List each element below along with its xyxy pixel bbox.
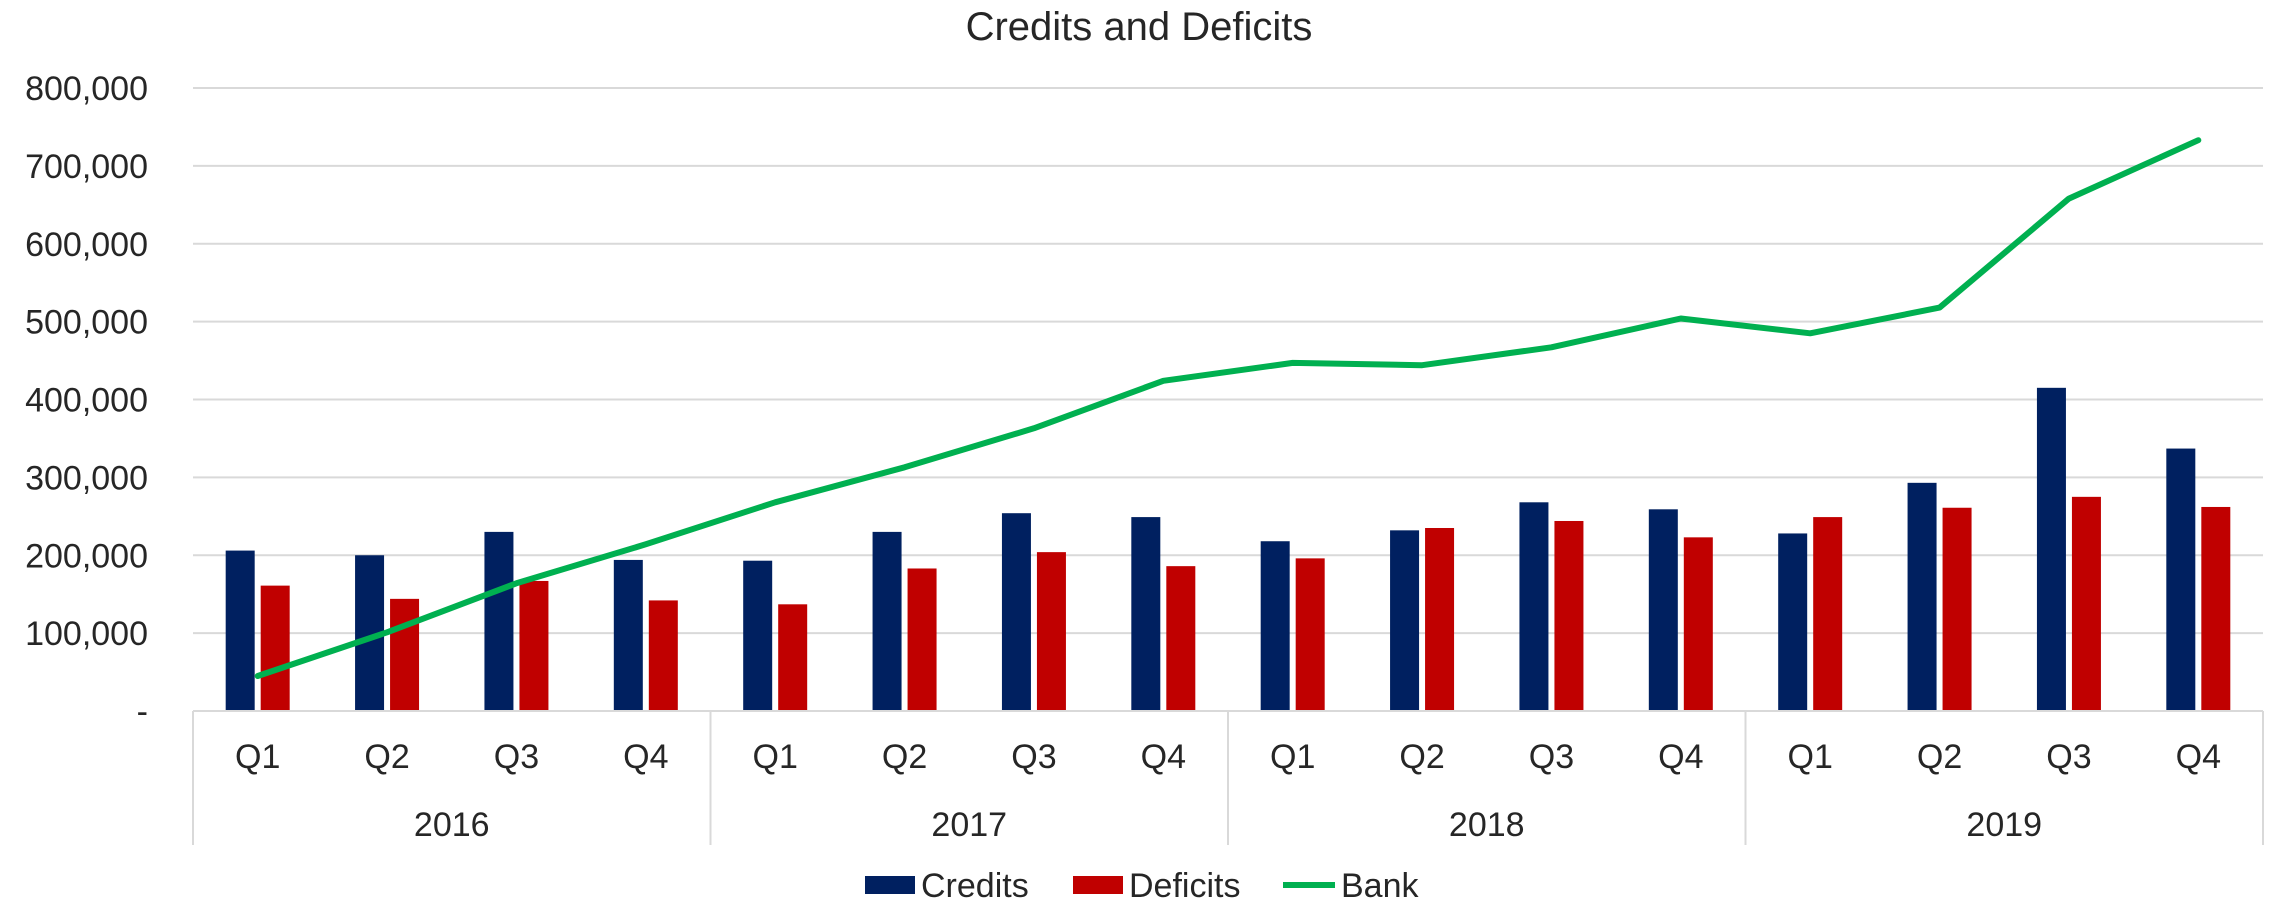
credits-bar: [1131, 517, 1161, 711]
x-tick-label: Q1: [1270, 738, 1315, 776]
deficits-bar: [390, 598, 420, 711]
deficits-bar: [1425, 527, 1455, 711]
y-tick-label: 300,000: [25, 459, 148, 497]
credits-bar: [1778, 533, 1808, 711]
y-tick-label: -: [137, 693, 148, 731]
credits-bar: [743, 560, 773, 711]
x-tick-label: Q1: [753, 738, 798, 776]
y-tick-label: 600,000: [25, 226, 148, 264]
deficits-bar: [1295, 558, 1325, 711]
deficits-bar: [648, 600, 678, 711]
credits-bar: [872, 531, 902, 711]
x-tick-label: Q4: [2176, 738, 2221, 776]
x-tick-label: Q4: [1658, 738, 1703, 776]
deficits-bar: [1554, 520, 1584, 711]
deficits-bar: [1166, 566, 1196, 711]
y-tick-label: 800,000: [25, 70, 148, 108]
legend-label-deficits: Deficits: [1129, 867, 1240, 904]
y-tick-label: 500,000: [25, 304, 148, 342]
x-tick-label: Q1: [235, 738, 280, 776]
y-tick-label: 100,000: [25, 615, 148, 653]
credits-bar: [484, 531, 514, 711]
bars: [225, 387, 2231, 711]
bank-line: [254, 137, 2202, 679]
credits-bar: [1260, 541, 1290, 711]
x-group-label: 2017: [931, 806, 1007, 844]
deficits-bar: [907, 568, 937, 711]
y-tick-label: 400,000: [25, 382, 148, 420]
deficits-bar: [2201, 506, 2231, 711]
y-tick-label: 700,000: [25, 148, 148, 186]
deficits-bar: [260, 585, 290, 711]
deficits-bar: [1813, 517, 1843, 711]
deficits-bar: [2071, 496, 2101, 711]
credits-bar: [1648, 509, 1678, 711]
x-tick-label: Q4: [623, 738, 668, 776]
credits-bar: [2166, 448, 2196, 711]
y-tick-label: 200,000: [25, 537, 148, 575]
x-tick-label: Q2: [1399, 738, 1444, 776]
credits-bar: [1519, 502, 1549, 711]
x-tick-label: Q3: [2046, 738, 2091, 776]
x-group-label: 2016: [414, 806, 490, 844]
legend: Credits Deficits Bank: [865, 867, 1419, 904]
y-axis-tick-labels: - 100,000 200,000 300,000 400,000 500,000 600,…: [25, 70, 148, 731]
credits-bar: [1390, 530, 1420, 711]
x-tick-label: Q3: [494, 738, 539, 776]
chart-title: Credits and Deficits: [966, 5, 1313, 49]
deficits-bar: [778, 604, 808, 711]
legend-swatch-deficits: [1073, 876, 1123, 894]
deficits-bar: [519, 580, 549, 711]
x-tick-label: Q2: [1917, 738, 1962, 776]
x-tick-label: Q4: [1141, 738, 1186, 776]
x-tick-label: Q3: [1529, 738, 1574, 776]
legend-label-bank: Bank: [1341, 867, 1419, 904]
deficits-bar: [1683, 537, 1713, 711]
deficits-bar: [1036, 552, 1066, 711]
x-tick-label: Q1: [1788, 738, 1833, 776]
credits-bar: [1001, 513, 1031, 711]
x-group-label: 2019: [1966, 806, 2042, 844]
legend-label-credits: Credits: [921, 867, 1029, 904]
deficits-bar: [1942, 507, 1972, 711]
x-tick-label: Q3: [1011, 738, 1056, 776]
credits-bar: [225, 550, 255, 711]
credits-bar: [2036, 387, 2066, 711]
x-tick-label: Q2: [364, 738, 409, 776]
x-tick-label: Q2: [882, 738, 927, 776]
gridlines: [193, 87, 2263, 635]
credits-bar: [1907, 482, 1937, 711]
credits-bar: [613, 559, 643, 711]
x-group-label: 2018: [1449, 806, 1525, 844]
x-axis: Q1 Q2 Q3 Q4 Q1 Q2 Q3 Q4 Q1 Q2 Q3 Q4 Q1 Q2 Q3 Q4 2016 2017…: [192, 710, 2264, 845]
bank-line-layer: [254, 137, 2202, 679]
legend-swatch-credits: [865, 876, 915, 894]
